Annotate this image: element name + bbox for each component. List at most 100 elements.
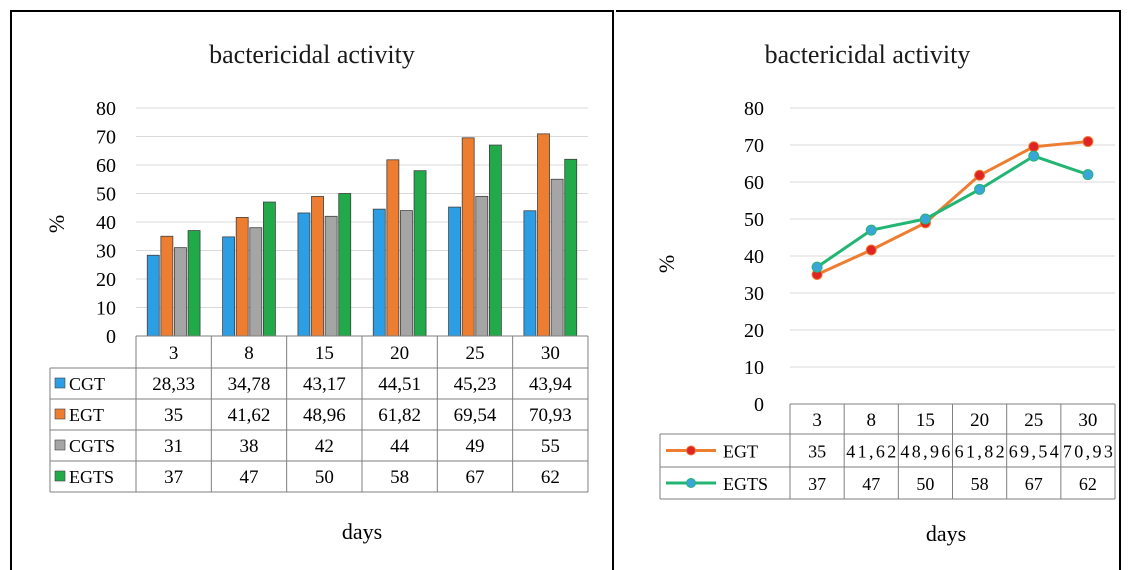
data-label: 48,96 xyxy=(900,442,950,462)
series-line xyxy=(816,140,1089,276)
x-tick-label: 30 xyxy=(541,343,560,364)
bar xyxy=(400,210,413,337)
legend-label: CGTS xyxy=(69,436,115,456)
data-label: 61,82 xyxy=(955,442,1005,462)
y-tick-label: 30 xyxy=(96,241,116,263)
x-tick-label: 15 xyxy=(315,343,334,364)
data-label: 44,51 xyxy=(378,374,421,395)
data-point xyxy=(811,261,823,273)
y-tick-label: 20 xyxy=(96,269,116,291)
x-axis-label: days xyxy=(926,521,966,546)
data-label: 41,62 xyxy=(846,442,896,462)
line-chart-panel: bactericidal activity 0 10 20 30 40 50 60 70 80%… xyxy=(616,10,1121,570)
data-point xyxy=(1028,141,1040,153)
data-point xyxy=(974,169,986,181)
x-tick-label: 3 xyxy=(812,410,822,431)
data-label: 28,33 xyxy=(152,374,195,395)
y-tick-label: 50 xyxy=(96,184,116,206)
legend-label: EGT xyxy=(69,405,104,425)
x-tick-label: 30 xyxy=(1078,410,1097,431)
bar xyxy=(324,215,338,337)
data-label: 58 xyxy=(971,474,989,494)
y-tick-label: 20 xyxy=(744,320,764,342)
x-tick-label: 25 xyxy=(1024,410,1043,431)
bar xyxy=(461,137,475,337)
bar xyxy=(475,195,489,337)
data-label: 44 xyxy=(390,436,410,457)
line-chart: 0 10 20 30 40 50 60 70 80% 3 8 15 20 25 30 EGT 35 41,62 48… xyxy=(654,98,1116,546)
data-label: 61,82 xyxy=(378,405,421,426)
bar xyxy=(523,210,537,337)
data-label: 55 xyxy=(541,436,560,457)
bar-chart-panel: bactericidal activity 0 10 20 30 40 50 60 70 80%… xyxy=(10,10,614,570)
bar xyxy=(249,227,263,337)
y-tick-label: 70 xyxy=(96,127,116,149)
legend-marker xyxy=(686,445,696,456)
y-tick-label: 70 xyxy=(744,135,764,157)
data-label: 50 xyxy=(916,474,934,494)
y-tick-label: 60 xyxy=(744,172,764,194)
bar xyxy=(372,208,386,337)
data-label: 69,54 xyxy=(1009,442,1059,462)
bar xyxy=(146,254,160,337)
legend-marker xyxy=(54,470,66,482)
y-tick-label: 40 xyxy=(96,212,116,234)
data-point xyxy=(1028,150,1040,162)
y-tick-label: 0 xyxy=(106,326,116,348)
y-tick-label: 40 xyxy=(744,246,764,268)
x-tick-label: 20 xyxy=(390,343,409,364)
data-point xyxy=(919,213,931,225)
x-tick-label: 3 xyxy=(169,343,179,364)
data-label: 48,96 xyxy=(303,405,346,426)
data-point xyxy=(1082,136,1094,148)
data-point xyxy=(865,244,877,256)
data-label: 67 xyxy=(1025,474,1043,494)
x-tick-label: 20 xyxy=(970,410,989,431)
data-label: 49 xyxy=(465,436,484,457)
y-tick-label: 30 xyxy=(744,283,764,305)
legend-marker xyxy=(54,377,66,389)
bar xyxy=(448,206,461,337)
data-label: 43,17 xyxy=(303,374,346,395)
data-label: 47 xyxy=(239,467,258,488)
bar xyxy=(262,201,276,337)
y-axis-label: % xyxy=(654,255,679,273)
legend-label: EGTS xyxy=(69,467,114,487)
data-label: 69,54 xyxy=(454,405,497,426)
bar xyxy=(297,212,311,337)
bar xyxy=(174,247,187,337)
legend-marker xyxy=(54,439,66,451)
legend-label: EGTS xyxy=(723,474,768,494)
data-label: 45,23 xyxy=(454,374,497,395)
data-label: 43,94 xyxy=(529,374,572,395)
data-label: 35 xyxy=(164,405,183,426)
data-label: 62 xyxy=(1079,474,1097,494)
x-tick-label: 25 xyxy=(465,343,484,364)
bar xyxy=(488,144,502,337)
chart-title: bactericidal activity xyxy=(209,40,415,69)
data-label: 70,93 xyxy=(1063,442,1113,462)
data-label: 42 xyxy=(315,436,334,457)
bar xyxy=(413,170,427,337)
data-label: 41,62 xyxy=(228,405,271,426)
bar xyxy=(222,236,235,337)
bar xyxy=(187,230,201,337)
legend-label: CGT xyxy=(69,374,105,394)
data-label: 31 xyxy=(164,436,183,457)
bar xyxy=(386,159,400,337)
data-label: 50 xyxy=(315,467,334,488)
y-tick-label: 80 xyxy=(744,98,764,120)
y-tick-label: 10 xyxy=(96,298,116,320)
data-label: 35 xyxy=(808,442,826,462)
bar xyxy=(564,158,578,337)
data-point xyxy=(865,224,877,236)
legend-marker xyxy=(54,408,66,420)
bar xyxy=(160,235,174,337)
data-label: 67 xyxy=(465,467,484,488)
chart-title: bactericidal activity xyxy=(764,40,971,69)
y-tick-label: 0 xyxy=(754,394,764,416)
bar xyxy=(550,178,564,337)
data-point xyxy=(1082,169,1094,181)
data-label: 38 xyxy=(239,436,258,457)
